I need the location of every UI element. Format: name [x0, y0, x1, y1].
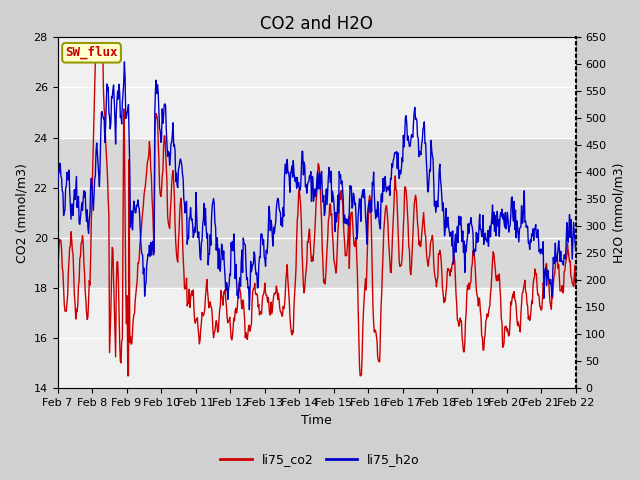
Text: SW_flux: SW_flux — [65, 46, 118, 60]
Bar — [58, 138, 575, 288]
Y-axis label: CO2 (mmol/m3): CO2 (mmol/m3) — [15, 163, 28, 263]
X-axis label: Time: Time — [301, 414, 332, 427]
Title: CO2 and H2O: CO2 and H2O — [260, 15, 373, 33]
Y-axis label: H2O (mmol/m3): H2O (mmol/m3) — [612, 163, 625, 263]
Legend: li75_co2, li75_h2o: li75_co2, li75_h2o — [215, 448, 425, 471]
